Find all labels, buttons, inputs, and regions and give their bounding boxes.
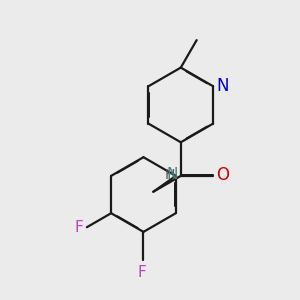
- Text: F: F: [74, 220, 83, 235]
- Text: H: H: [164, 168, 175, 182]
- Text: O: O: [216, 166, 229, 184]
- Text: F: F: [138, 265, 147, 280]
- Text: N: N: [167, 167, 178, 182]
- Text: N: N: [216, 77, 229, 95]
